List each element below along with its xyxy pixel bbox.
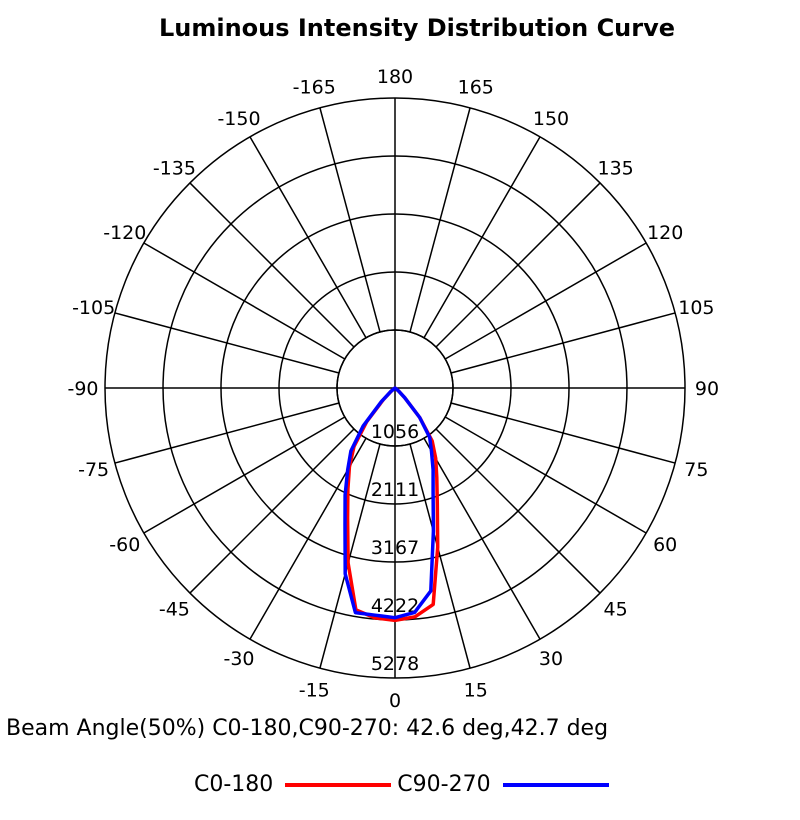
chart-title: Luminous Intensity Distribution Curve [158, 14, 676, 42]
angle-label: -120 [103, 222, 146, 244]
angle-label: -135 [153, 157, 196, 179]
angle-label: 180 [377, 66, 413, 88]
legend-label-c90-270: C90-270 [397, 772, 491, 797]
radial-line [435, 182, 601, 348]
angle-label: -60 [109, 534, 140, 556]
legend-swatch-c90-270 [502, 782, 609, 787]
radial-line [444, 416, 647, 534]
angle-label: -15 [299, 679, 330, 701]
intensity-label: 2111 [371, 479, 419, 501]
angle-label: 165 [458, 77, 494, 99]
angle-label: 120 [647, 222, 683, 244]
radial-line [423, 136, 541, 339]
legend: C0-180 C90-270 [194, 772, 615, 797]
radial-line [450, 312, 676, 374]
angle-label: 150 [533, 108, 569, 130]
legend-swatch-c0-180 [285, 782, 392, 787]
angle-label: -105 [72, 297, 115, 319]
radial-line [189, 182, 355, 348]
radial-line [189, 428, 355, 594]
radial-line [319, 107, 381, 333]
radial-line [249, 136, 367, 339]
angle-label: 105 [678, 297, 714, 319]
angle-label: -45 [159, 599, 190, 621]
radial-line [114, 312, 340, 374]
intensity-label: 1056 [371, 421, 419, 443]
legend-label-c0-180: C0-180 [194, 772, 274, 797]
radial-line [444, 242, 647, 360]
radial-line [143, 242, 346, 360]
beam-angle-text: Beam Angle(50%) C0-180,C90-270: 42.6 deg… [6, 716, 609, 741]
angle-label: 90 [695, 378, 719, 400]
radial-line [319, 443, 381, 669]
radial-line [409, 107, 471, 333]
angle-label: -150 [217, 108, 260, 130]
radial-line [423, 437, 541, 640]
angle-label: -165 [293, 77, 336, 99]
angle-label: 30 [539, 648, 563, 670]
angle-label: 0 [389, 690, 401, 712]
angle-label: -90 [67, 378, 98, 400]
polar-chart: 0 15 30 45 60 75 90 105 120 135 150 165 180 -165 -150 -… [67, 66, 719, 712]
intensity-label: 4222 [371, 595, 419, 617]
angle-label: 15 [464, 679, 488, 701]
radial-line [114, 402, 340, 464]
radial-line [409, 443, 471, 669]
angle-label: -30 [223, 648, 254, 670]
intensity-label: 3167 [371, 537, 419, 559]
radial-line [435, 428, 601, 594]
intensity-label: 5278 [371, 653, 419, 675]
angle-label: 135 [597, 157, 633, 179]
angle-label: 60 [653, 534, 677, 556]
series-curve-c90-270 [343, 386, 436, 620]
angle-label: 45 [604, 599, 628, 621]
radial-line [450, 402, 676, 464]
radial-line [143, 416, 346, 534]
angle-label: -75 [78, 459, 109, 481]
angle-label: 75 [684, 459, 708, 481]
